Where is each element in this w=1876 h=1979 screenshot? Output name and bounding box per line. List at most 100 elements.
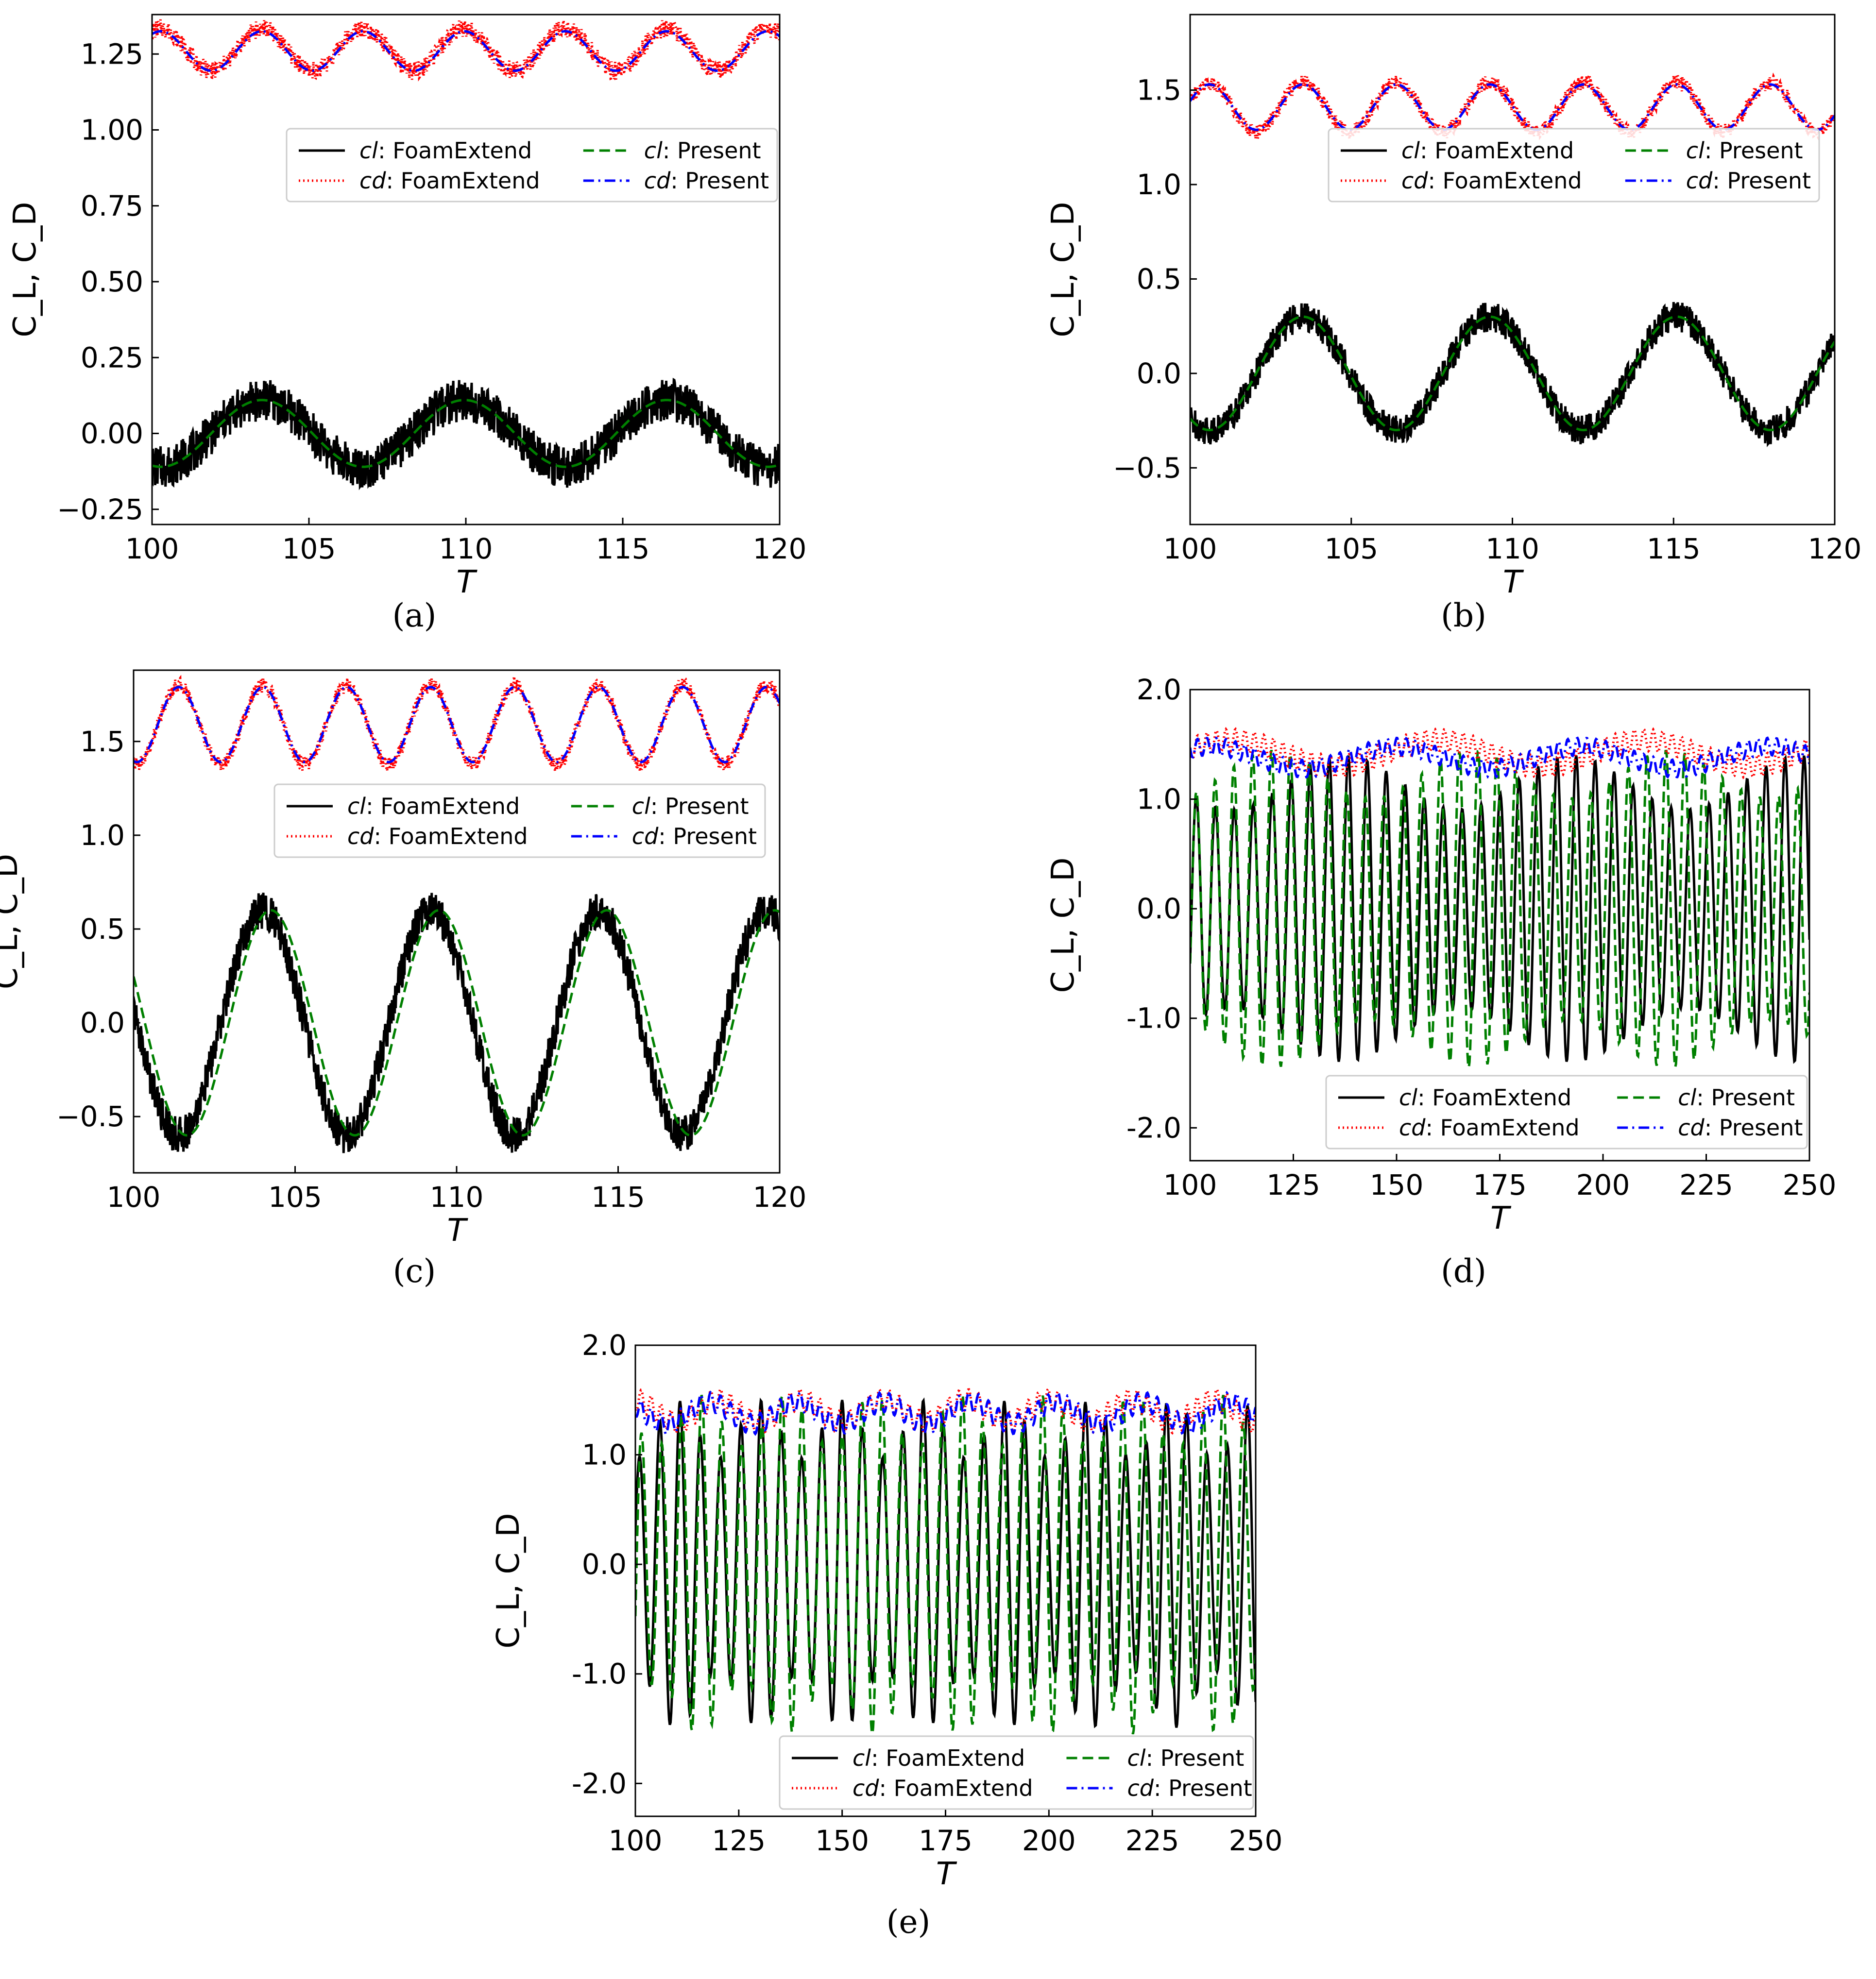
x-tick-label: 175 xyxy=(1473,1168,1527,1201)
legend-label-cl-foam: cl: FoamExtend xyxy=(853,1745,1025,1771)
legend-label-cl-foam: cl: FoamExtend xyxy=(1401,137,1574,164)
series-cd-present xyxy=(635,1390,1256,1436)
panel-caption-e: (e) xyxy=(887,1903,931,1941)
y-tick-label: 0.0 xyxy=(1137,892,1181,925)
x-tick-label: 115 xyxy=(596,532,650,565)
series-cd-foam xyxy=(635,1387,1256,1435)
x-tick-label: 250 xyxy=(1783,1168,1837,1201)
plot-area xyxy=(635,1387,1256,1738)
legend-label-cd-foam: cd: FoamExtend xyxy=(1399,1115,1580,1141)
x-tick-label: 100 xyxy=(125,532,179,565)
legend-label-cd-foam: cd: FoamExtend xyxy=(359,168,540,194)
legend-label-cl-present: cl: Present xyxy=(1686,137,1803,164)
x-axis-label: T xyxy=(936,1856,957,1892)
series-cl-foam xyxy=(635,1397,1256,1728)
legend-label-cd-present: cd: Present xyxy=(632,823,757,849)
y-axis-label: C_L, C_D xyxy=(1045,858,1081,993)
y-tick-label: −0.25 xyxy=(57,493,143,526)
x-tick-label: 225 xyxy=(1126,1824,1179,1857)
plot-frame xyxy=(133,669,781,1174)
series-cl-foam xyxy=(1190,302,1835,447)
plot-frame xyxy=(151,14,781,525)
series-cd-foam xyxy=(1190,72,1835,142)
panel-caption-a: (a) xyxy=(392,597,437,634)
series-cl-foam xyxy=(134,893,780,1153)
legend: cl: FoamExtend cd: FoamExtend cl: Present c… xyxy=(1325,1075,1808,1150)
y-tick-label: 0.5 xyxy=(80,913,125,946)
x-tick-label: 105 xyxy=(1324,532,1378,565)
series-cd-foam xyxy=(152,18,780,83)
y-tick-label: 0.0 xyxy=(80,1006,125,1039)
y-tick-label: -1.0 xyxy=(572,1658,627,1691)
series-cd-present xyxy=(134,686,780,763)
legend-label-cl-foam: cl: FoamExtend xyxy=(359,137,532,164)
legend-label-cd-present: cd: Present xyxy=(644,168,769,194)
x-tick-label: 120 xyxy=(1808,532,1862,565)
x-axis-label: T xyxy=(1490,1201,1512,1236)
series-cl-foam xyxy=(152,377,780,491)
chart-panel-a: 100 105 110 115 120 −0.25 0.00 0.25 0.50 0.75 1.00… xyxy=(7,14,807,600)
x-tick-label: 115 xyxy=(591,1181,645,1214)
y-axis-label: C_L, C_D xyxy=(7,202,43,338)
y-tick-label: 1.5 xyxy=(1137,74,1181,107)
series-cl-present xyxy=(635,1393,1256,1738)
x-tick-label: 125 xyxy=(712,1824,766,1857)
y-tick-label: 2.0 xyxy=(1137,673,1181,706)
y-tick-label: -1.0 xyxy=(1126,1002,1181,1035)
x-tick-label: 175 xyxy=(919,1824,972,1857)
x-tick-label: 200 xyxy=(1576,1168,1630,1201)
x-tick-label: 225 xyxy=(1679,1168,1733,1201)
x-tick-label: 105 xyxy=(268,1181,322,1214)
legend-label-cd-present: cd: Present xyxy=(1686,168,1811,194)
chart-panel-c: 100 105 110 115 120 −0.5 0.0 0.5 1.0 1.5 T C_L, C_D… xyxy=(0,669,807,1249)
x-tick-label: 115 xyxy=(1647,532,1701,565)
y-tick-label: −0.5 xyxy=(56,1100,125,1133)
x-tick-label: 110 xyxy=(439,532,493,565)
legend-label-cl-present: cl: Present xyxy=(1678,1084,1795,1111)
legend: cl: FoamExtend cd: FoamExtend cl: Present c… xyxy=(286,128,778,203)
x-tick-label: 120 xyxy=(753,1181,807,1214)
y-tick-label: 0.0 xyxy=(582,1548,627,1581)
x-tick-label: 150 xyxy=(1370,1168,1424,1201)
y-tick-label: -2.0 xyxy=(1126,1111,1181,1144)
legend-label-cd-present: cd: Present xyxy=(1127,1775,1252,1801)
panel-caption-c: (c) xyxy=(393,1252,436,1290)
y-tick-label: 0.0 xyxy=(1137,357,1181,390)
chart-panel-b: 100 105 110 115 120 −0.5 0.0 0.5 1.0 1.5 T C_L, C_D… xyxy=(1045,14,1862,600)
x-tick-label: 125 xyxy=(1266,1168,1320,1201)
x-axis-label: T xyxy=(456,564,478,600)
x-tick-label: 100 xyxy=(1163,532,1217,565)
series-cl-present xyxy=(1190,315,1835,432)
x-tick-label: 100 xyxy=(609,1824,663,1857)
legend: cl: FoamExtend cd: FoamExtend cl: Present c… xyxy=(273,783,766,858)
x-tick-label: 100 xyxy=(1163,1168,1217,1201)
x-tick-label: 105 xyxy=(282,532,336,565)
chart-panel-e: 100 125 150 175 200 225 250 -2.0 -1.0 0.0 1.0 2.0 T C… xyxy=(491,1329,1282,1892)
legend-label-cd-present: cd: Present xyxy=(1678,1115,1803,1141)
y-tick-label: 1.25 xyxy=(81,37,143,70)
x-tick-label: 120 xyxy=(753,532,807,565)
y-tick-label: 0.75 xyxy=(81,189,143,222)
y-tick-label: 1.0 xyxy=(1137,168,1181,201)
legend-label-cl-foam: cl: FoamExtend xyxy=(1399,1084,1571,1111)
panel-caption-b: (b) xyxy=(1441,597,1486,634)
series-cd-present xyxy=(152,30,780,72)
y-tick-label: 2.0 xyxy=(582,1329,627,1362)
y-axis-label: C_L, C_D xyxy=(1045,202,1081,338)
series-cl-present xyxy=(1190,749,1809,1068)
y-tick-label: 0.5 xyxy=(1137,262,1181,295)
legend-label-cl-present: cl: Present xyxy=(644,137,761,164)
legend-label-cd-foam: cd: FoamExtend xyxy=(347,823,528,849)
chart-panel-d: 100 125 150 175 200 225 250 -2.0 -1.0 0.0 1.0 2.0 T C… xyxy=(1045,673,1836,1236)
x-tick-label: 110 xyxy=(1485,532,1539,565)
legend-label-cd-foam: cd: FoamExtend xyxy=(853,1775,1033,1801)
panel-caption-d: (d) xyxy=(1441,1252,1486,1290)
plot-area xyxy=(134,675,780,1153)
series-cd-foam xyxy=(134,675,780,775)
series-cl-present xyxy=(134,909,780,1137)
plot-area xyxy=(152,18,780,491)
x-tick-label: 250 xyxy=(1229,1824,1283,1857)
x-tick-label: 100 xyxy=(107,1181,161,1214)
legend-label-cl-foam: cl: FoamExtend xyxy=(347,793,520,819)
